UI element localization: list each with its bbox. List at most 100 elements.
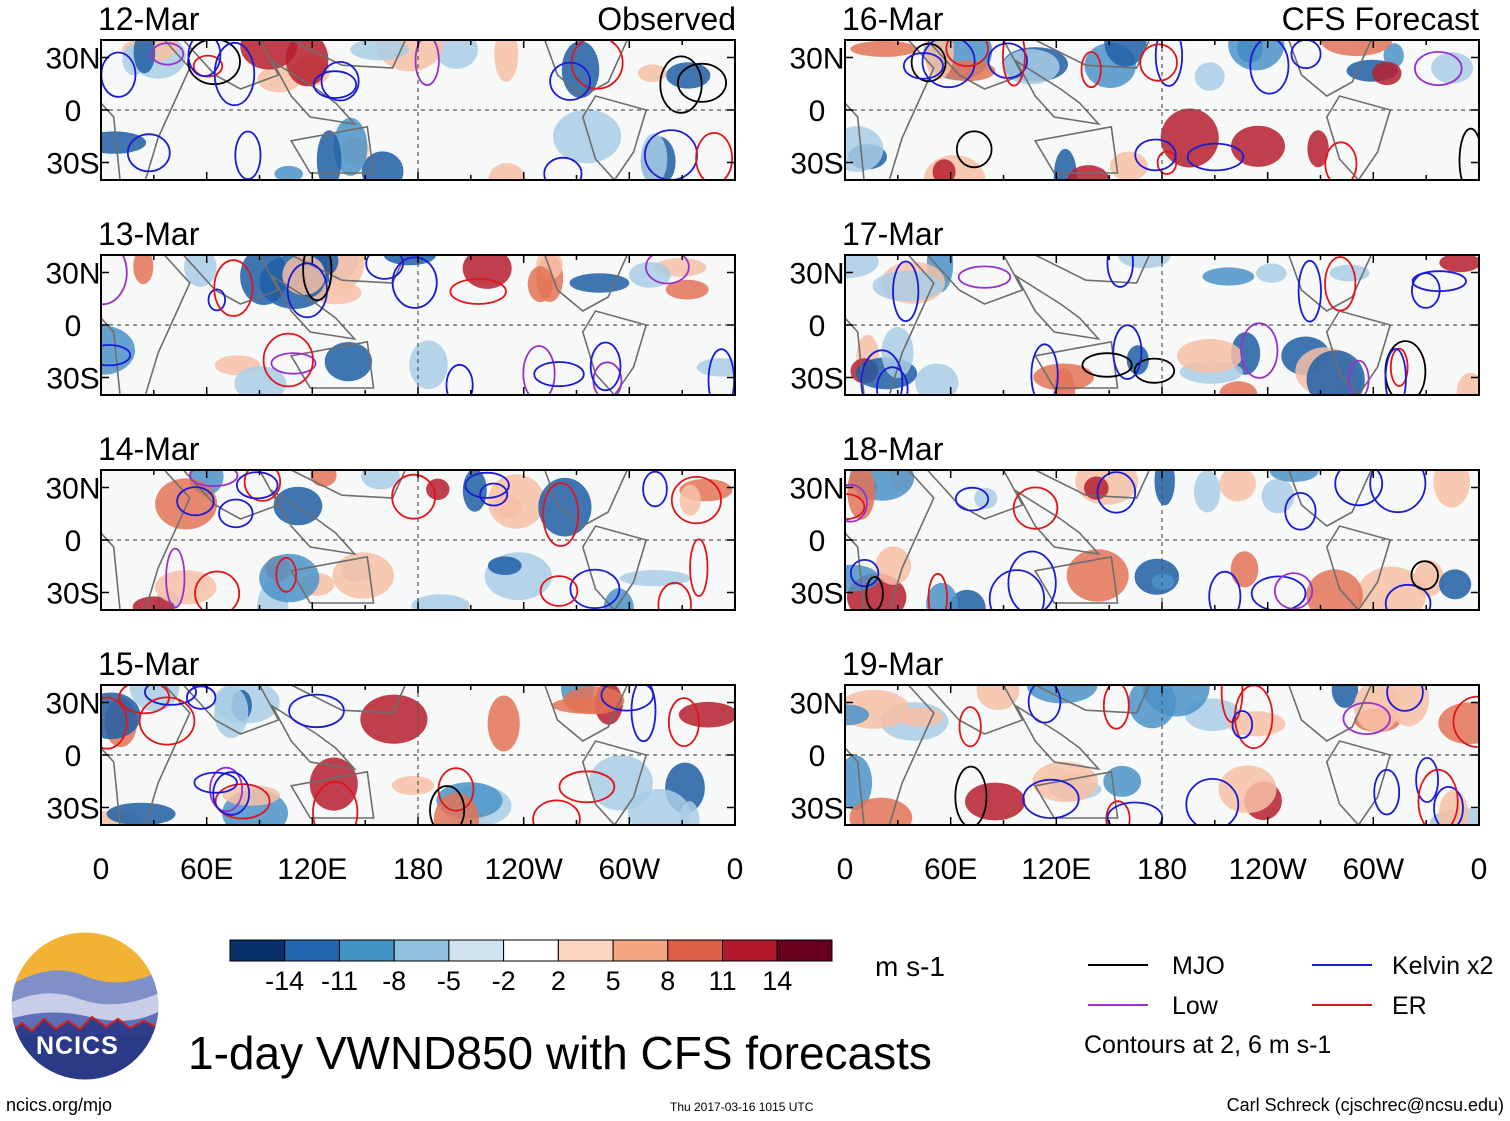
colorbar-label: -11 — [321, 966, 358, 996]
colorbar-label: 5 — [606, 966, 621, 996]
wave-contour — [1373, 768, 1401, 816]
wave-contour — [860, 349, 904, 395]
wind-anomaly-blob — [222, 784, 281, 806]
wind-anomaly-blob — [629, 262, 671, 288]
footer-author: Carl Schreck (cjschrec@ncsu.edu) — [1226, 1095, 1504, 1115]
wind-anomaly-blob — [333, 117, 368, 176]
colorbar-label: 11 — [708, 966, 736, 996]
wave-contour — [1080, 51, 1102, 89]
wave-contour — [958, 706, 982, 748]
legend-er-label: ER — [1392, 992, 1427, 1020]
wind-anomaly-blob — [1320, 40, 1392, 57]
wave-contour — [542, 482, 580, 547]
wind-anomaly-blob — [274, 165, 303, 180]
wave-contour — [235, 471, 279, 500]
y-tick-label: 0 — [809, 310, 826, 343]
wave-contour — [1458, 127, 1479, 180]
wave-contour — [1410, 272, 1441, 309]
colorbar-label: 2 — [551, 966, 566, 996]
y-tick-label: 30N — [45, 43, 100, 76]
coastline — [270, 703, 357, 771]
wave-contour — [262, 332, 314, 388]
wind-anomaly-blob — [411, 594, 470, 610]
wind-anomaly-blob — [1033, 363, 1094, 391]
coastline — [1014, 703, 1101, 771]
wave-contour — [1030, 343, 1059, 395]
wave-contour — [522, 345, 556, 395]
colorbar-box — [339, 939, 395, 962]
colorbar-box — [667, 939, 723, 962]
wind-anomaly-blob — [1118, 255, 1171, 269]
map-panel: 30N 0 30S — [789, 684, 1480, 826]
wind-anomaly-blob — [409, 340, 448, 390]
wind-anomaly-blob — [926, 582, 958, 610]
wave-contour — [1410, 560, 1439, 591]
wave-contour — [657, 581, 692, 610]
x-tick-label: 0 — [93, 853, 110, 886]
panel-date: 15-Mar — [98, 646, 200, 682]
wind-anomaly-blob — [1151, 573, 1175, 590]
wave-contour — [1156, 150, 1178, 175]
wave-contour — [165, 547, 186, 609]
wind-anomaly-blob — [1306, 350, 1365, 395]
x-tick-label: 60E — [180, 853, 233, 886]
wind-anomaly-blob — [1176, 338, 1243, 373]
wind-anomaly-blob — [462, 470, 487, 512]
wave-contour — [194, 570, 241, 610]
wave-contour — [214, 783, 271, 820]
wave-contour — [213, 41, 256, 107]
colorbar-box — [612, 939, 669, 962]
coastline — [543, 470, 629, 527]
coastline — [1287, 470, 1373, 527]
wave-contour — [630, 685, 657, 743]
wind-anomaly-blob — [940, 60, 996, 82]
coastline — [182, 685, 280, 735]
wave-contour — [189, 470, 239, 487]
coastline — [182, 470, 280, 520]
colorbar-box — [229, 939, 286, 962]
wind-anomaly-blob — [361, 470, 400, 490]
colorbar-box — [722, 939, 778, 962]
wave-contour — [101, 344, 132, 367]
coastline — [290, 40, 407, 69]
wave-contour — [569, 568, 621, 610]
x-tick-label: 180 — [393, 853, 443, 886]
wave-contour — [954, 486, 990, 512]
wind-anomaly-blob — [915, 363, 959, 395]
colorbar-label: 8 — [660, 966, 675, 996]
legend-low-line — [1088, 1004, 1148, 1006]
observed-header: Observed — [597, 1, 736, 37]
y-tick-label: 0 — [809, 525, 826, 558]
wave-contour — [1386, 685, 1424, 712]
wave-contour — [849, 559, 880, 588]
x-tick-label: 0 — [1471, 853, 1488, 886]
wave-contour — [1297, 259, 1322, 323]
map-panel: 30N 0 30S — [789, 469, 1480, 611]
y-tick-label: 30N — [45, 473, 100, 506]
wind-anomaly-blob — [932, 159, 956, 180]
wave-contour — [1208, 570, 1242, 610]
wave-contour — [902, 52, 944, 80]
wind-anomaly-blob — [1307, 130, 1329, 168]
wave-contour — [1012, 486, 1059, 530]
wind-anomaly-blob — [1219, 381, 1258, 395]
wind-anomaly-blob — [696, 358, 735, 377]
wave-contour — [365, 255, 404, 280]
coastline — [289, 340, 375, 389]
legend-kelvin-line — [1312, 964, 1372, 966]
map-panel: 30N 0 30S — [45, 684, 736, 826]
y-tick-label: 30S — [790, 578, 843, 611]
coastline — [1033, 340, 1119, 389]
wind-anomaly-blob — [1306, 569, 1363, 610]
wave-contour — [865, 576, 884, 610]
y-tick-label: 30N — [45, 688, 100, 721]
wave-contour — [987, 42, 1029, 79]
wind-anomaly-blob — [1104, 40, 1147, 67]
wave-contour — [1185, 778, 1240, 825]
wave-contour — [1096, 471, 1137, 514]
wave-contour — [1324, 256, 1357, 312]
wave-contour — [1154, 40, 1183, 87]
wave-contour — [1433, 786, 1464, 825]
coastline — [270, 58, 357, 126]
y-tick-label: 0 — [809, 740, 826, 773]
